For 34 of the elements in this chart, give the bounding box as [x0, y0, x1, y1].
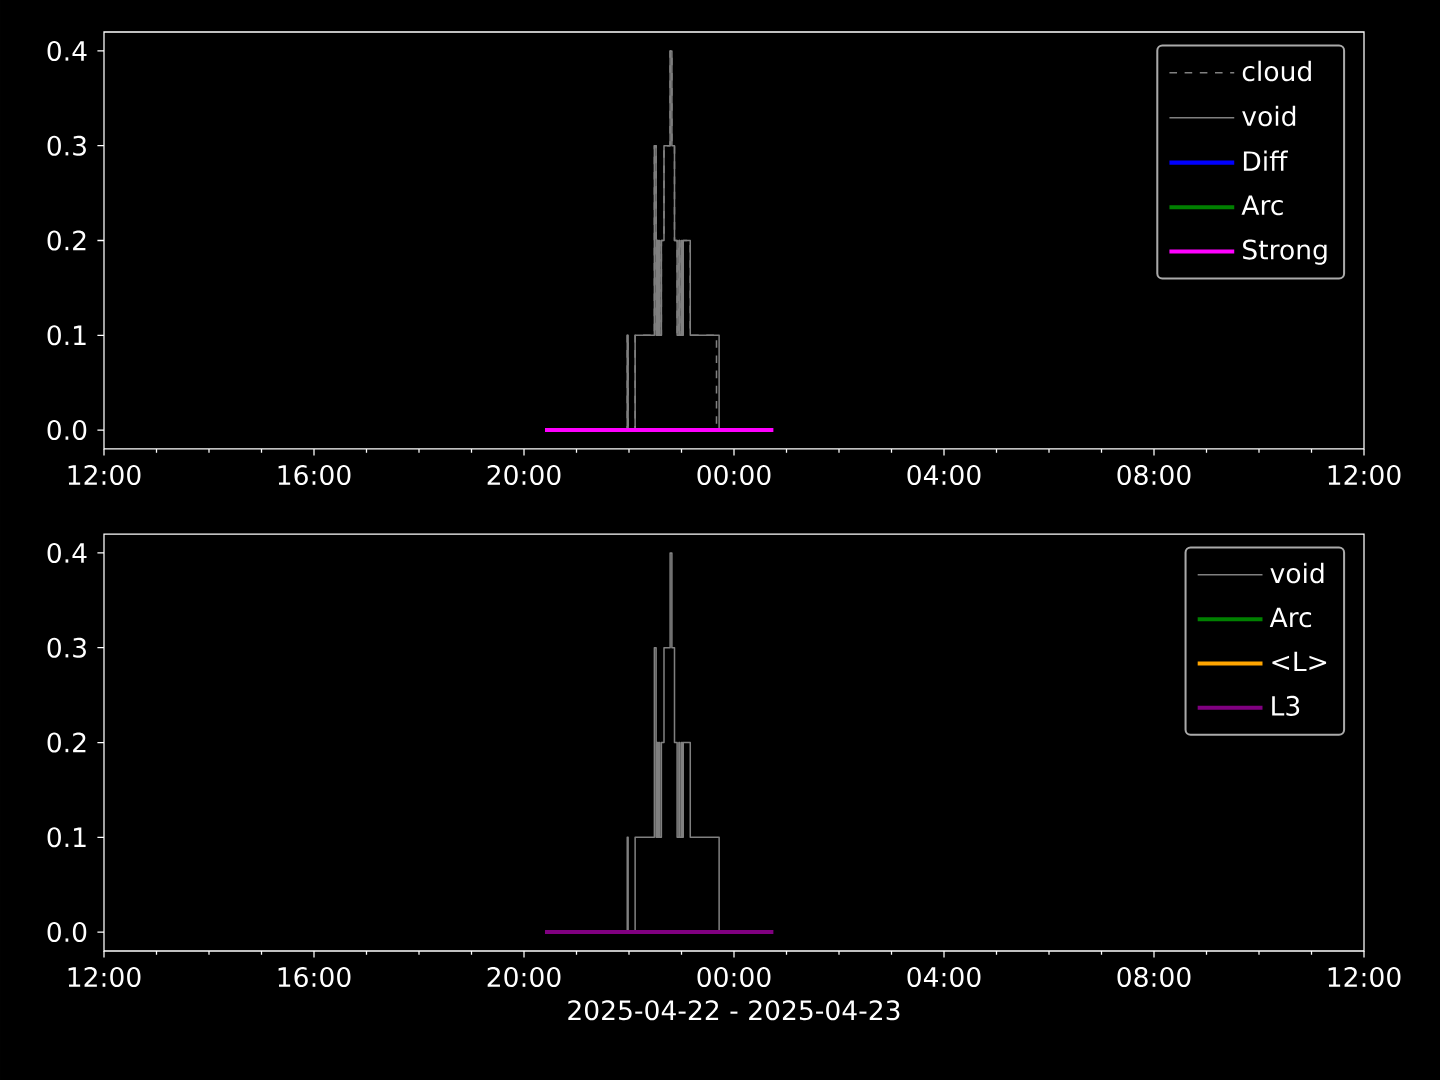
- x-tick-label: 20:00: [487, 464, 561, 486]
- legend-label: Strong: [1243, 239, 1327, 265]
- y-tick-label: 0.1: [47, 325, 86, 346]
- x-tick-label: 12:00: [68, 966, 141, 988]
- x-tick-label: 20:00: [487, 966, 561, 988]
- legend-label: Arc: [1241, 195, 1283, 216]
- x-tick-label: 12:00: [1328, 966, 1401, 988]
- x-tick-label: 16:00: [278, 464, 351, 486]
- y-tick-label: 0.1: [47, 827, 86, 848]
- x-tick-label: 12:00: [68, 464, 141, 486]
- y-tick-label: 0.3: [47, 135, 86, 156]
- legend-label: L3: [1272, 695, 1300, 716]
- legend-label: Arc: [1269, 607, 1312, 628]
- x-tick-label: 04:00: [907, 464, 981, 486]
- legend-label: Diff: [1243, 150, 1288, 171]
- y-tick-label: 0.2: [47, 230, 86, 251]
- x-axis-title: 2025-04-22 - 2025-04-23: [568, 1000, 900, 1021]
- x-tick-label: 00:00: [697, 464, 771, 486]
- y-tick-label: 0.2: [47, 732, 86, 753]
- legend-label: <L>: [1272, 651, 1327, 672]
- x-tick-label: 16:00: [278, 966, 351, 988]
- y-tick-label: 0.0: [47, 419, 87, 441]
- y-tick-label: 0.4: [47, 542, 87, 563]
- y-tick-label: 0.0: [47, 921, 87, 943]
- legend-label: cloud: [1242, 60, 1311, 82]
- x-tick-label: 04:00: [907, 966, 981, 988]
- x-tick-label: 00:00: [697, 966, 771, 988]
- y-tick-label: 0.3: [47, 637, 86, 658]
- x-tick-label: 12:00: [1328, 464, 1401, 486]
- x-tick-label: 08:00: [1117, 966, 1191, 988]
- legend-label: void: [1270, 562, 1324, 584]
- legend-label: void: [1242, 105, 1296, 127]
- y-tick-label: 0.4: [47, 40, 87, 61]
- x-tick-label: 08:00: [1117, 464, 1191, 486]
